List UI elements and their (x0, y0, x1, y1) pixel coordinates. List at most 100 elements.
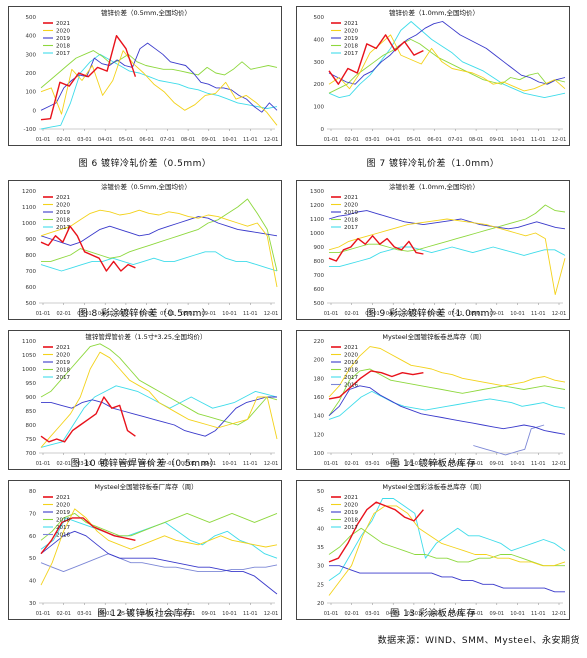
x-tick-label: 11-01 (531, 461, 546, 467)
legend-label-2019: 2019 (56, 36, 70, 42)
chart-panel-fig12: Mysteel全国镀锌板卷厂库存（周） 30 40 50 60 70 80 01-01 02-0… (8, 480, 282, 620)
x-tick-label: 01-01 (324, 311, 339, 317)
y-tick-label: 950 (26, 381, 37, 387)
x-tick-label: 08-01 (469, 311, 484, 317)
y-tick-label: 70 (29, 511, 36, 517)
x-tick-label: 04-01 (386, 461, 401, 467)
x-tick-label: 04-01 (98, 461, 113, 467)
series-line-2017 (328, 390, 566, 420)
y-tick-label: -100 (24, 127, 37, 133)
y-tick-label: 25 (317, 582, 324, 588)
legend-label-2020: 2020 (344, 353, 358, 359)
legend-label-2018: 2018 (56, 218, 70, 224)
legend-label-2017: 2017 (56, 225, 70, 231)
chart-title: Mysteel全国彩涂板卷总库存（周） (382, 482, 485, 491)
legend-label-2018: 2018 (56, 368, 70, 374)
x-tick-label: 08-01 (181, 311, 196, 317)
x-tick-label: 01-01 (36, 461, 51, 467)
y-tick-label: 1000 (310, 231, 324, 237)
chart-title: Mysteel全国镀锌板卷总库存（周） (382, 332, 485, 341)
x-tick-label: 12-01 (264, 137, 279, 143)
x-tick-label: 05-01 (407, 137, 422, 143)
x-tick-label: 10-01 (222, 611, 237, 617)
legend-label-2017: 2017 (56, 525, 70, 531)
chart-title: 镀锌价差（0.5mm,全国均价） (101, 8, 191, 17)
series-line-2017 (328, 498, 566, 581)
legend-label-2017: 2017 (344, 225, 358, 231)
x-tick-label: 05-01 (119, 311, 134, 317)
legend-label-2019: 2019 (344, 510, 358, 516)
series-line-2019 (329, 565, 565, 593)
x-tick-label: 02-01 (344, 611, 359, 617)
y-tick-label: 180 (314, 376, 325, 382)
x-tick-label: 03-01 (77, 311, 92, 317)
series-line-2019 (328, 210, 566, 230)
y-tick-label: 120 (314, 432, 325, 438)
x-tick-label: 05-01 (119, 137, 134, 143)
x-tick-label: 07-01 (448, 311, 463, 317)
series-line-2019 (41, 396, 277, 437)
x-tick-label: 11-01 (243, 461, 258, 467)
y-tick-label: 1000 (22, 367, 36, 373)
x-tick-label: 08-01 (181, 137, 196, 143)
x-tick-label: 12-01 (552, 311, 567, 317)
x-tick-label: 01-01 (36, 137, 51, 143)
x-tick-label: 10-01 (222, 311, 237, 317)
y-tick-label: 50 (29, 556, 36, 562)
x-tick-label: 10-01 (222, 461, 237, 467)
x-tick-label: 04-01 (98, 311, 113, 317)
series-line-2020 (328, 34, 566, 92)
y-tick-label: 850 (26, 409, 37, 415)
chart-panel-fig6: 镀锌价差（0.5mm,全国均价） -100 0 100 200 300 400 500 01-0… (8, 6, 282, 146)
y-tick-label: 0 (33, 108, 37, 114)
x-tick-label: 06-01 (139, 137, 154, 143)
y-tick-label: 1200 (22, 189, 36, 195)
chart-title: 镀锌管焊管价差（1.5寸*3.25,全国均价） (85, 332, 206, 341)
series-line-2019 (40, 216, 278, 246)
legend-label-2019: 2019 (344, 360, 358, 366)
y-tick-label: 1000 (22, 221, 36, 227)
y-tick-label: 0 (321, 127, 325, 133)
x-tick-label: 05-01 (407, 461, 422, 467)
y-tick-label: 200 (26, 71, 37, 77)
legend-label-2020: 2020 (344, 503, 358, 509)
x-tick-label: 11-01 (243, 311, 258, 317)
series-line-2021 (40, 517, 136, 555)
chart-svg-fig9: 涂镀价差（1.0mm,全国均价） 500 600 700 800 900 1000 1100 1… (310, 182, 567, 317)
x-tick-label: 11-01 (531, 311, 546, 317)
legend-label-2021: 2021 (344, 495, 358, 501)
x-tick-label: 04-01 (386, 311, 401, 317)
y-tick-label: 40 (29, 579, 36, 585)
y-tick-label: 220 (314, 339, 325, 345)
x-tick-label: 03-01 (365, 461, 380, 467)
x-tick-label: 05-01 (407, 611, 422, 617)
x-tick-label: 09-01 (490, 461, 505, 467)
x-tick-label: 09-01 (202, 137, 217, 143)
x-tick-label: 11-01 (531, 137, 546, 143)
legend-label-2018: 2018 (344, 218, 358, 224)
legend-label-2021: 2021 (56, 345, 70, 351)
series-line-2019 (40, 530, 278, 595)
series-line-2018 (329, 204, 566, 254)
x-tick-label: 04-01 (98, 137, 113, 143)
chart-title: 涂镀价差（1.0mm,全国均价） (389, 182, 479, 191)
x-tick-label: 07-01 (160, 611, 175, 617)
x-tick-label: 07-01 (160, 461, 175, 467)
series-line-2018 (328, 527, 565, 567)
x-tick-label: 07-01 (448, 461, 463, 467)
y-tick-label: 900 (26, 395, 37, 401)
series-line-2017 (40, 251, 278, 272)
legend-label-2020: 2020 (56, 203, 70, 209)
y-tick-label: 300 (314, 60, 325, 66)
chart-svg-fig6: 镀锌价差（0.5mm,全国均价） -100 0 100 200 300 400 500 01-0… (24, 8, 279, 143)
y-tick-label: 1100 (310, 217, 324, 223)
y-tick-label: 900 (314, 245, 325, 251)
x-tick-label: 02-01 (56, 137, 71, 143)
series-line-2021 (328, 370, 424, 400)
legend-label-2017: 2017 (56, 51, 70, 57)
chart-svg-fig12: Mysteel全国镀锌板卷厂库存（周） 30 40 50 60 70 80 01-01 02-0… (29, 482, 279, 617)
figure-caption-fig9: 图 9 彩涂镀锌价差（1.0mm） (366, 309, 500, 319)
x-tick-label: 12-01 (264, 311, 279, 317)
y-tick-label: 1100 (22, 339, 36, 345)
x-tick-label: 12-01 (264, 611, 279, 617)
